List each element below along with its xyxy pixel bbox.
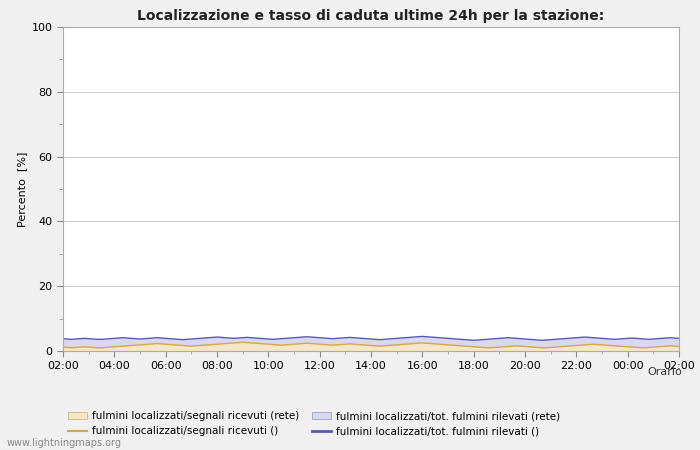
Text: Orario: Orario xyxy=(648,367,682,377)
Text: www.lightningmaps.org: www.lightningmaps.org xyxy=(7,438,122,448)
Title: Localizzazione e tasso di caduta ultime 24h per la stazione:: Localizzazione e tasso di caduta ultime … xyxy=(137,9,605,23)
Legend: fulmini localizzati/segnali ricevuti (rete), fulmini localizzati/segnali ricevut: fulmini localizzati/segnali ricevuti (re… xyxy=(68,411,560,436)
Y-axis label: Percento  [%]: Percento [%] xyxy=(18,151,27,227)
